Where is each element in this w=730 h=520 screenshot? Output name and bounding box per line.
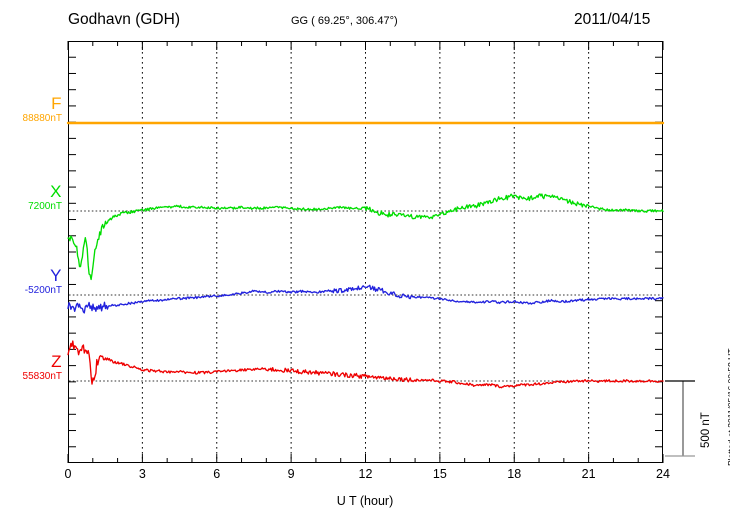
scale-bar-label: 500 nT	[700, 412, 712, 448]
page-title: Godhavn (GDH)	[68, 11, 180, 28]
component-baseline-value: 55830nT	[22, 371, 62, 382]
grid-lines	[141, 42, 590, 462]
trace-Z	[67, 340, 664, 389]
component-symbol: X	[50, 182, 62, 201]
x-tick-label: 3	[138, 467, 146, 481]
x-axis-title: U T (hour)	[336, 494, 394, 508]
x-tick-label: 6	[213, 467, 221, 481]
component-symbol: F	[51, 94, 62, 113]
trace-X	[67, 193, 664, 281]
x-tick-label: 15	[432, 467, 447, 481]
scale-bar	[665, 380, 695, 457]
geographic-coordinates: GG ( 69.25°, 306.47°)	[291, 15, 398, 27]
component-label-y: Y -5200nT	[0, 267, 62, 296]
x-tick-label: 9	[287, 467, 295, 481]
axis-ticks	[67, 41, 664, 463]
component-label-z: Z 55830nT	[0, 353, 62, 382]
component-label-f: F 88880nT	[0, 95, 62, 124]
x-tick-label: 21	[581, 467, 596, 481]
component-symbol: Y	[50, 266, 62, 285]
x-tick-label: 24	[656, 467, 670, 481]
component-baseline-value: 7200nT	[28, 201, 62, 212]
x-tick-label: 0	[64, 467, 72, 481]
trace-Y	[67, 284, 664, 314]
component-baseline-value: -5200nT	[24, 285, 62, 296]
component-baseline-value: 88880nT	[22, 113, 62, 124]
plotted-at-text: Plotted at 2011/05/16 00:59 UT	[726, 348, 730, 466]
component-symbol: Z	[51, 352, 62, 371]
observation-date: 2011/04/15	[574, 11, 651, 28]
x-tick-label: 18	[507, 467, 522, 481]
component-traces	[66, 121, 665, 389]
component-label-x: X 7200nT	[0, 183, 62, 212]
x-tick-label: 12	[358, 467, 373, 481]
